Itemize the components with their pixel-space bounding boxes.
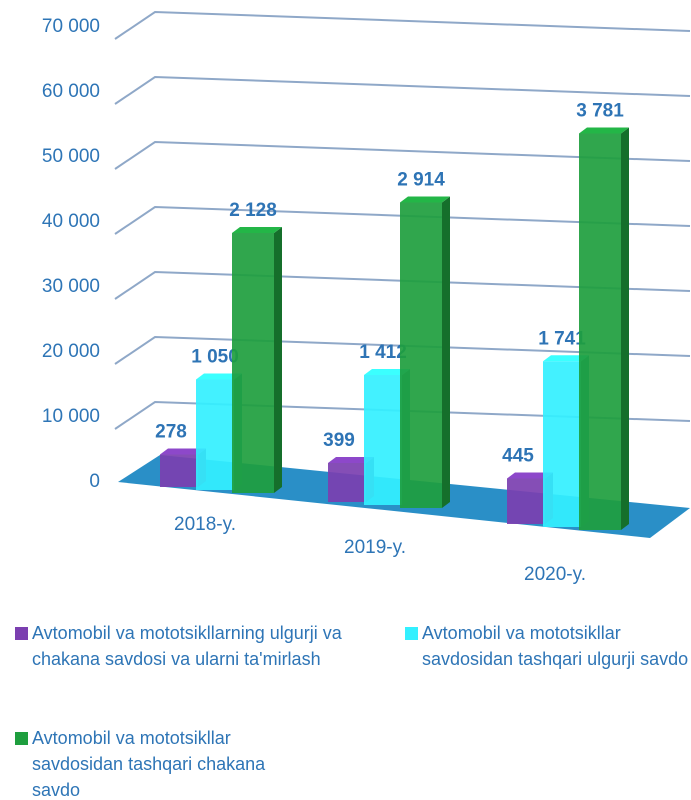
x-tick-label: 2018-y. (174, 514, 236, 535)
grid-line (114, 140, 691, 170)
bar (364, 375, 402, 505)
y-tick-label: 70 000 (42, 16, 100, 37)
legend-item: Avtomobil va mototsikllar savdosidan tas… (405, 620, 691, 672)
data-label: 1 741 (538, 328, 586, 349)
legend-label: Avtomobil va mototsikllarning ulgurji va… (32, 623, 342, 669)
bar-side (274, 227, 282, 493)
legend-label: Avtomobil va mototsikllar savdosidan tas… (422, 623, 689, 669)
bar (160, 454, 198, 487)
bar-top (196, 373, 242, 380)
bar-top (543, 355, 589, 362)
grid-line (114, 10, 691, 40)
data-label: 2 128 (229, 200, 277, 221)
data-label: 3 781 (576, 101, 624, 122)
bar-top (507, 472, 553, 479)
legend-label: Avtomobil va mototsikllar savdosidan tas… (32, 728, 266, 800)
grid-line (114, 335, 691, 365)
grid-line (114, 205, 691, 235)
grid-line (114, 400, 691, 430)
data-label: 278 (155, 422, 187, 443)
grid-line (114, 75, 691, 105)
bar-side (621, 127, 629, 530)
bar-side (442, 196, 450, 508)
bar (232, 233, 274, 493)
y-tick-label: 50 000 (42, 146, 100, 167)
x-tick-label: 2019-y. (344, 537, 406, 558)
bar (400, 202, 442, 508)
y-tick-label: 30 000 (42, 276, 100, 297)
data-label: 445 (502, 446, 534, 467)
bar (196, 379, 234, 490)
legend-swatch (15, 627, 28, 640)
legend-item: Avtomobil va mototsikllar savdosidan tas… (15, 725, 315, 800)
legend-item: Avtomobil va mototsikllarning ulgurji va… (15, 620, 355, 672)
x-tick-label: 2020-y. (524, 564, 586, 585)
legend-swatch (405, 627, 418, 640)
bar-top (400, 196, 450, 203)
bar (507, 478, 545, 524)
bar (543, 361, 581, 527)
bar-top (364, 369, 410, 375)
chart: 0 10 000 20 000 30 000 40 000 50 000 60 000 70 … (42, 10, 691, 585)
bar-top (579, 127, 629, 134)
y-tick-label: 20 000 (42, 341, 100, 362)
y-tick-label: 40 000 (42, 211, 100, 232)
legend-swatch (15, 732, 28, 745)
bar-top (328, 457, 374, 463)
data-label: 2 914 (397, 170, 445, 191)
bar-top (232, 227, 282, 233)
data-label: 399 (323, 430, 355, 451)
y-tick-label: 10 000 (42, 406, 100, 427)
y-tick-label: 60 000 (42, 81, 100, 102)
bar-top (160, 448, 206, 455)
data-label: 1 412 (359, 342, 407, 363)
data-label: 1 050 (191, 347, 239, 368)
bar (328, 463, 366, 502)
y-tick-label: 0 (89, 471, 100, 492)
grid-line (114, 270, 691, 300)
bar (579, 133, 621, 530)
